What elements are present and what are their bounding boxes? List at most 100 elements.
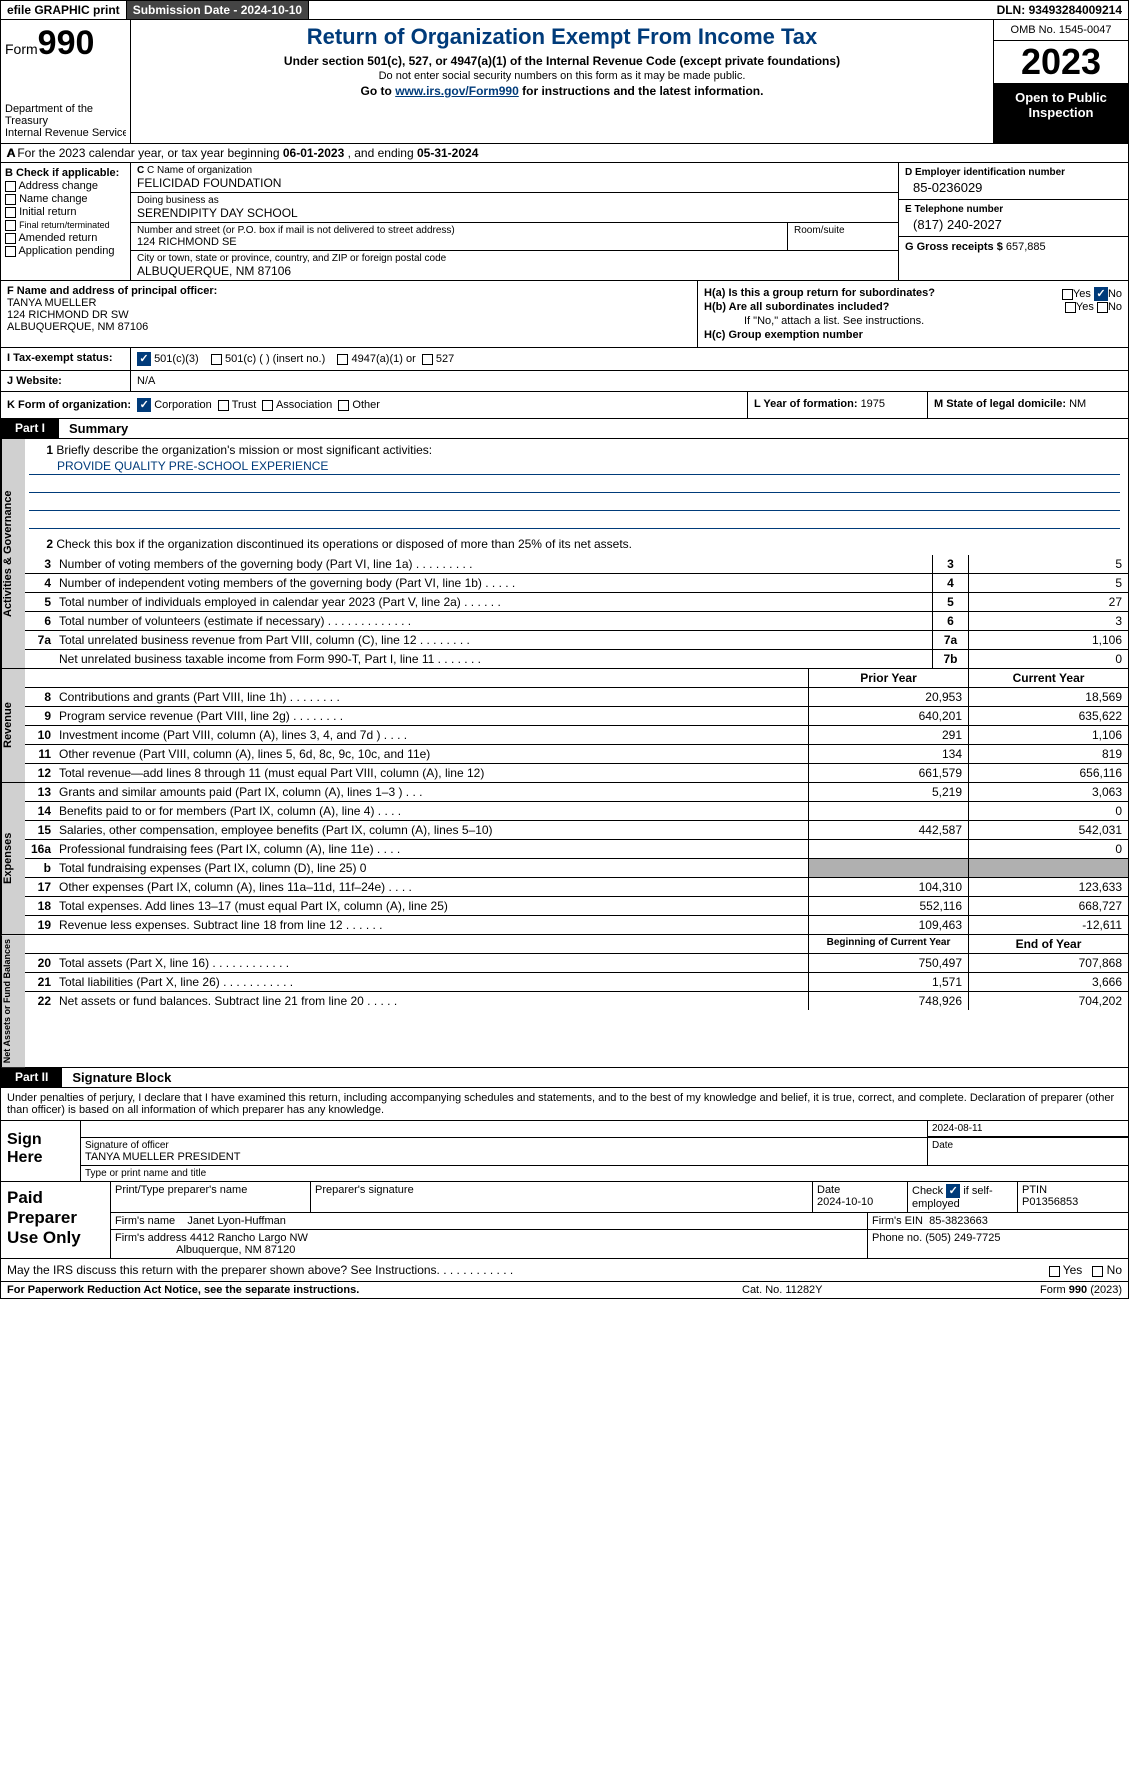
officer-name: TANYA MUELLER — [7, 297, 691, 309]
check-icon: ✓ — [137, 352, 151, 366]
page-footer: For Paperwork Reduction Act Notice, see … — [0, 1282, 1129, 1299]
part-2-header: Part II Signature Block — [0, 1068, 1129, 1088]
firm-address-1: 4412 Rancho Largo NW — [190, 1232, 308, 1244]
chk-address-change: Address change — [5, 180, 126, 192]
summary-line: 10Investment income (Part VIII, column (… — [25, 726, 1128, 745]
sign-date: 2024-08-11 — [928, 1121, 1128, 1137]
summary-line: 9Program service revenue (Part VIII, lin… — [25, 707, 1128, 726]
vtab-expenses: Expenses — [1, 783, 25, 934]
org-dba: SERENDIPITY DAY SCHOOL — [137, 206, 892, 220]
org-city: ALBUQUERQUE, NM 87106 — [137, 264, 892, 278]
summary-line: 3Number of voting members of the governi… — [25, 555, 1128, 574]
summary-line: 15Salaries, other compensation, employee… — [25, 821, 1128, 840]
omb-number: OMB No. 1545-0047 — [994, 20, 1128, 41]
preparer-date: 2024-10-10 — [817, 1196, 873, 1208]
form-title-block: Return of Organization Exempt From Incom… — [131, 20, 993, 143]
discuss-row: May the IRS discuss this return with the… — [0, 1259, 1129, 1282]
dln: DLN: 93493284009214 — [991, 1, 1128, 19]
org-name: FELICIDAD FOUNDATION — [137, 176, 892, 190]
officer-signature-name: TANYA MUELLER PRESIDENT — [85, 1151, 923, 1163]
firm-phone: (505) 249-7725 — [925, 1232, 1000, 1244]
catalog-number: Cat. No. 11282Y — [742, 1284, 942, 1296]
chk-amended: Amended return — [5, 232, 126, 244]
column-headers-2: Beginning of Current Year End of Year — [25, 935, 1128, 954]
summary-line: 21Total liabilities (Part X, line 26) . … — [25, 973, 1128, 992]
website-row: J Website: N/A — [0, 371, 1129, 392]
form-subtitle-2: Do not enter social security numbers on … — [137, 70, 987, 82]
section-revenue: Revenue Prior Year Current Year 8Contrib… — [0, 669, 1129, 783]
gross-receipts: 657,885 — [1006, 241, 1046, 253]
firm-ein: 85-3823663 — [929, 1215, 988, 1227]
summary-line: 16aProfessional fundraising fees (Part I… — [25, 840, 1128, 859]
summary-line: 20Total assets (Part X, line 16) . . . .… — [25, 954, 1128, 973]
tax-year-period: AA For the 2023 calendar year, or tax ye… — [0, 144, 1129, 163]
check-icon: ✓ — [137, 398, 151, 412]
box-d-e-g: D Employer identification number 85-0236… — [898, 163, 1128, 280]
summary-line: 14Benefits paid to or for members (Part … — [25, 802, 1128, 821]
ein: 85-0236029 — [905, 178, 1122, 195]
top-bar: efile GRAPHIC print Submission Date - 20… — [0, 0, 1129, 20]
tax-year: 2023 — [994, 41, 1128, 84]
irs-link[interactable]: www.irs.gov/Form990 — [395, 84, 519, 98]
summary-line: 13Grants and similar amounts paid (Part … — [25, 783, 1128, 802]
open-to-public: Open to Public Inspection — [994, 84, 1128, 143]
form-title: Return of Organization Exempt From Incom… — [137, 24, 987, 50]
tax-exempt-row: I Tax-exempt status: ✓ 501(c)(3) 501(c) … — [0, 348, 1129, 371]
summary-line: 18Total expenses. Add lines 13–17 (must … — [25, 897, 1128, 916]
section-expenses: Expenses 13Grants and similar amounts pa… — [0, 783, 1129, 935]
summary-line: 8Contributions and grants (Part VIII, li… — [25, 688, 1128, 707]
summary-line: 6Total number of volunteers (estimate if… — [25, 612, 1128, 631]
form-subtitle-3: Go to www.irs.gov/Form990 for instructio… — [137, 84, 987, 98]
section-activities: Activities & Governance 1 Briefly descri… — [0, 439, 1129, 669]
paid-preparer-block: Paid Preparer Use Only Print/Type prepar… — [0, 1182, 1129, 1259]
summary-line: bTotal fundraising expenses (Part IX, co… — [25, 859, 1128, 878]
website-value: N/A — [131, 371, 1128, 391]
summary-line: 19Revenue less expenses. Subtract line 1… — [25, 916, 1128, 934]
form-subtitle-1: Under section 501(c), 527, or 4947(a)(1)… — [137, 54, 987, 68]
column-headers: Prior Year Current Year — [25, 669, 1128, 688]
org-street: 124 RICHMOND SE — [137, 236, 781, 248]
form-id-block: Form990 Department of the Treasury Inter… — [1, 20, 131, 143]
officer-city: ALBUQUERQUE, NM 87106 — [7, 321, 691, 333]
box-h: H(a) Is this a group return for subordin… — [698, 281, 1128, 347]
vtab-activities: Activities & Governance — [1, 439, 25, 668]
dept-treasury: Department of the Treasury — [5, 103, 126, 127]
sign-here-block: Sign Here 2024-08-11 Signature of office… — [0, 1121, 1129, 1182]
firm-name: Janet Lyon-Huffman — [187, 1215, 285, 1227]
box-b: B Check if applicable: Address change Na… — [1, 163, 131, 280]
submission-date: Submission Date - 2024-10-10 — [127, 1, 309, 19]
box-c: C C Name of organization FELICIDAD FOUND… — [131, 163, 898, 280]
chk-initial-return: Initial return — [5, 206, 126, 218]
dept-irs: Internal Revenue Service — [5, 127, 126, 139]
summary-line: 7aTotal unrelated business revenue from … — [25, 631, 1128, 650]
perjury-statement: Under penalties of perjury, I declare th… — [0, 1088, 1129, 1121]
summary-line: 12Total revenue—add lines 8 through 11 (… — [25, 764, 1128, 782]
check-icon: ✓ — [1094, 287, 1108, 301]
part-1-header: Part I Summary — [0, 419, 1129, 439]
summary-line: 5Total number of individuals employed in… — [25, 593, 1128, 612]
vtab-netassets: Net Assets or Fund Balances — [1, 935, 25, 1067]
vtab-revenue: Revenue — [1, 669, 25, 782]
box-f: F Name and address of principal officer:… — [1, 281, 698, 347]
form-header: Form990 Department of the Treasury Inter… — [0, 20, 1129, 144]
officer-group-block: F Name and address of principal officer:… — [0, 281, 1129, 348]
chk-name-change: Name change — [5, 193, 126, 205]
summary-line: Net unrelated business taxable income fr… — [25, 650, 1128, 668]
section-netassets: Net Assets or Fund Balances Beginning of… — [0, 935, 1129, 1068]
firm-address-2: Albuquerque, NM 87120 — [176, 1244, 295, 1256]
summary-line: 17Other expenses (Part IX, column (A), l… — [25, 878, 1128, 897]
summary-line: 22Net assets or fund balances. Subtract … — [25, 992, 1128, 1010]
year-formation: 1975 — [861, 398, 885, 410]
officer-street: 124 RICHMOND DR SW — [7, 309, 691, 321]
telephone: (817) 240-2027 — [905, 215, 1122, 232]
mission-text: PROVIDE QUALITY PRE-SCHOOL EXPERIENCE — [29, 459, 1120, 475]
chk-app-pending: Application pending — [5, 245, 126, 257]
summary-line: 11Other revenue (Part VIII, column (A), … — [25, 745, 1128, 764]
summary-line: 4Number of independent voting members of… — [25, 574, 1128, 593]
form-meta-block: OMB No. 1545-0047 2023 Open to Public In… — [993, 20, 1128, 143]
efile-label: efile GRAPHIC print — [1, 1, 127, 19]
ptin: P01356853 — [1022, 1196, 1078, 1208]
check-icon: ✓ — [946, 1184, 960, 1198]
domicile-state: NM — [1069, 398, 1086, 410]
chk-final-return: Final return/terminated — [5, 219, 126, 231]
